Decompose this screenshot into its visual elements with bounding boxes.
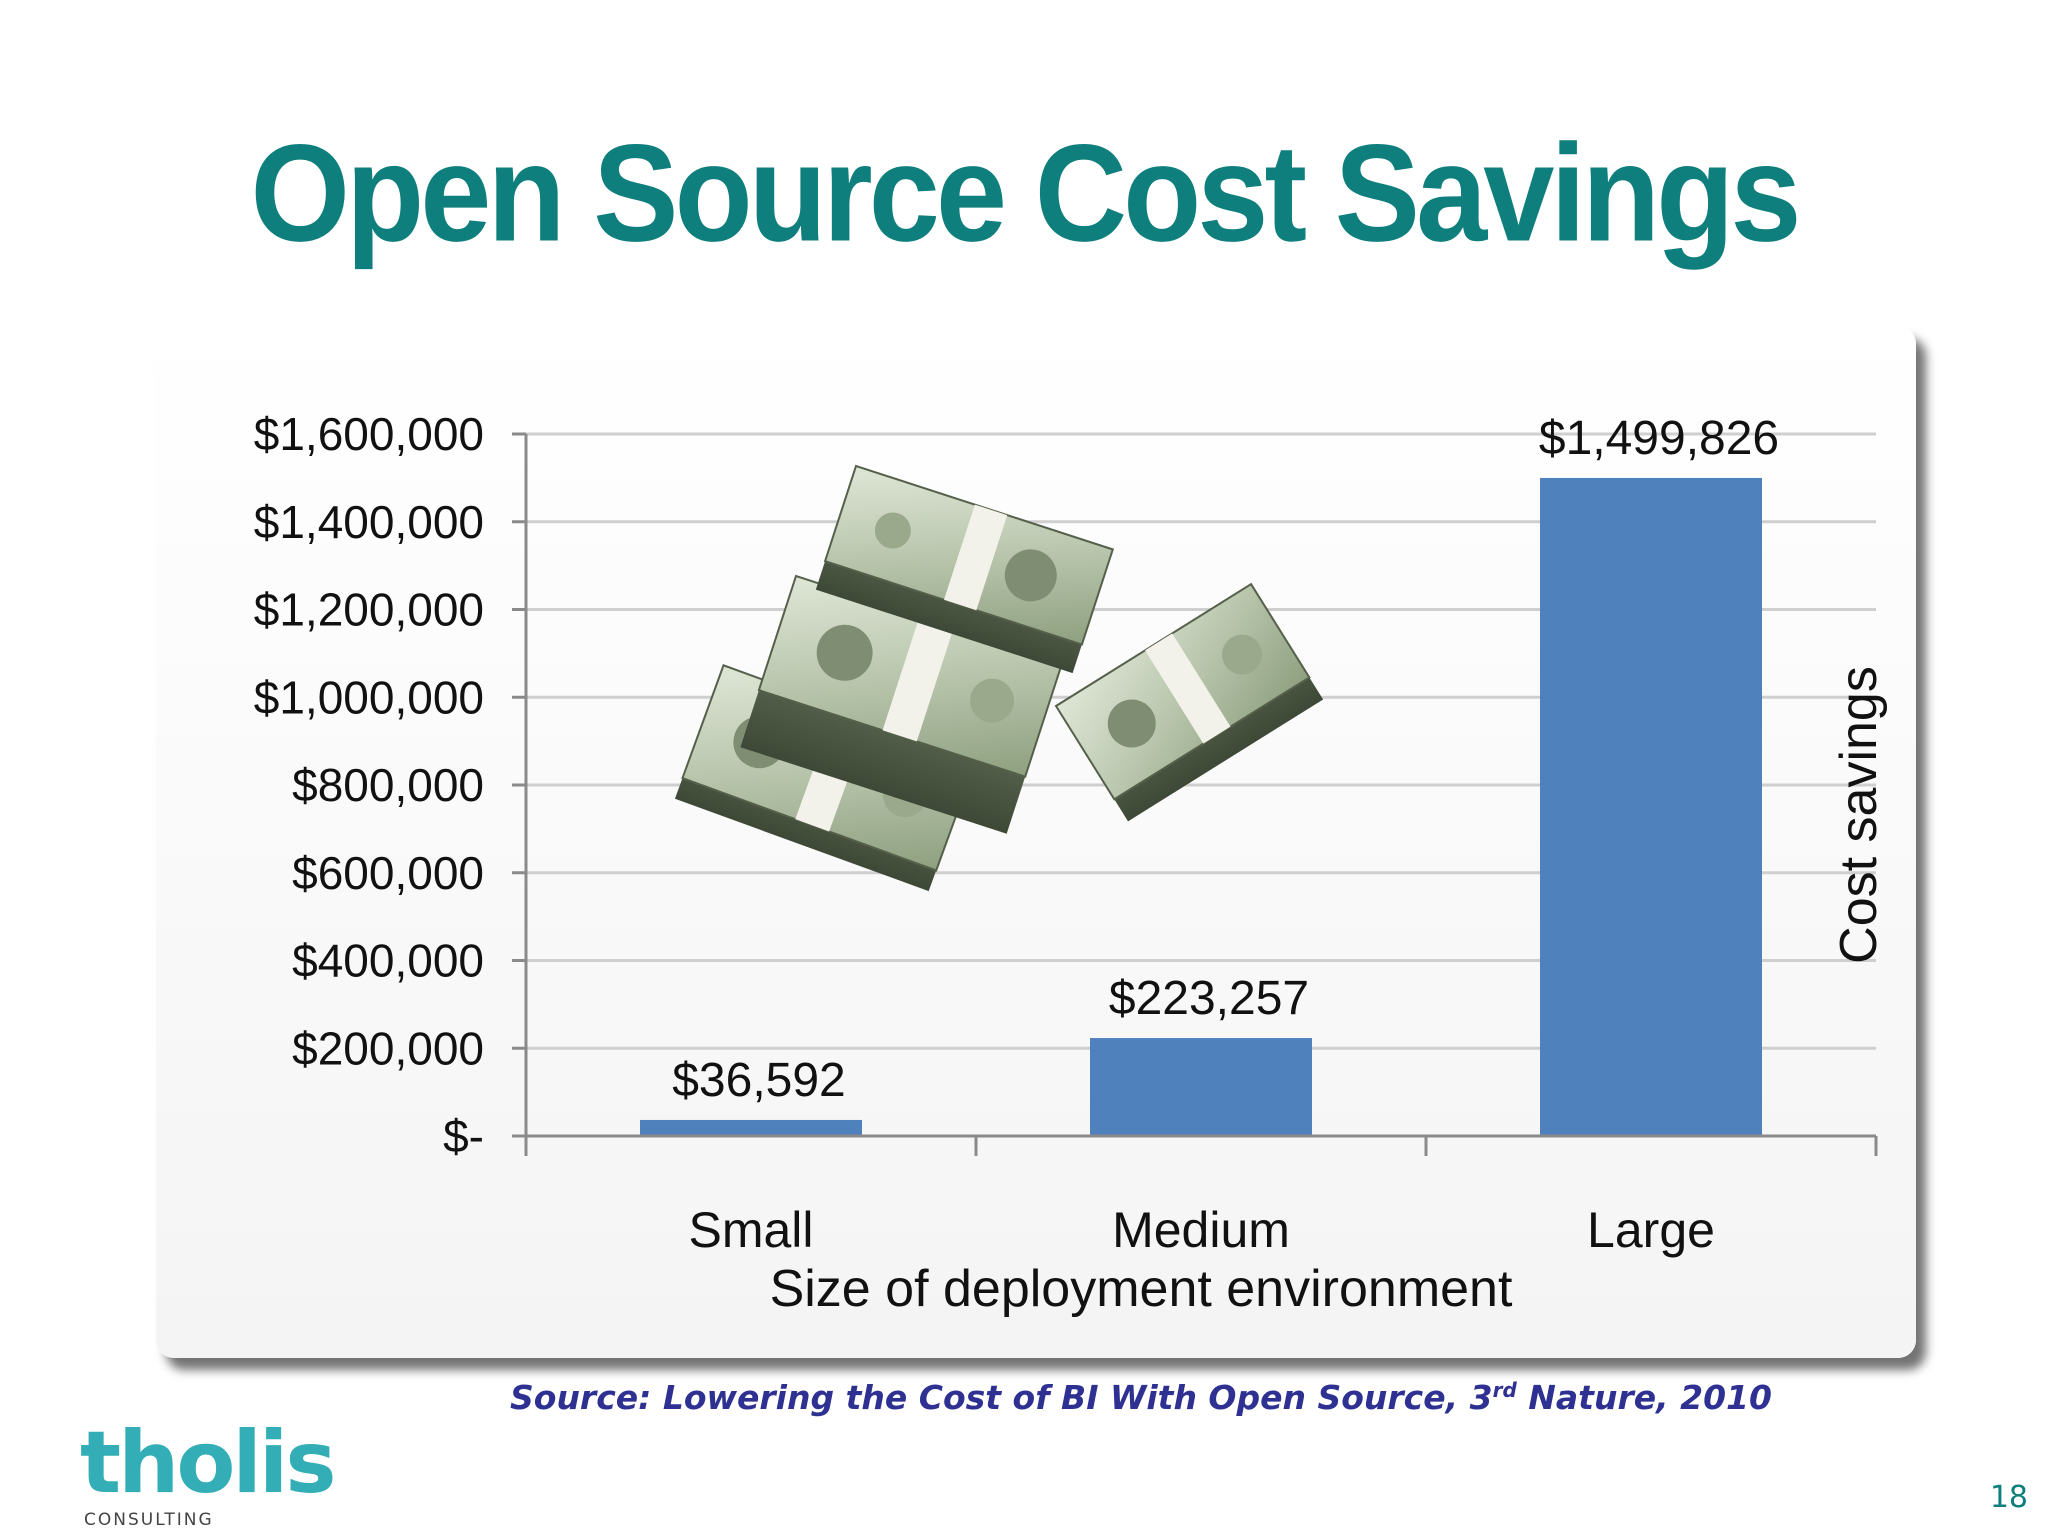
y-tick-label: $1,600,000 [254,408,484,460]
bar-large [1540,477,1762,1136]
y-tick-label: $200,000 [292,1022,484,1074]
logo-subtitle: CONSULTING [84,1510,214,1530]
y-tick-label: $400,000 [292,935,484,987]
source-text-suffix: Nature, 2010 [1516,1378,1772,1417]
axes [512,432,1878,1156]
y-tick-label: $- [443,1110,484,1162]
slide-title: Open Source Cost Savings [250,116,1801,271]
y-tick-label: $800,000 [292,759,484,811]
logo-wordmark: tholis [80,1413,337,1513]
source-text: Source: Lowering the Cost of BI With Ope… [510,1378,1493,1417]
source-superscript: rd [1492,1378,1517,1402]
y-tick-label: $1,400,000 [254,496,484,548]
source-citation: Source: Lowering the Cost of BI With Ope… [510,1378,1900,1417]
x-tick-label: Medium [1112,1202,1290,1258]
chart-panel: $- $200,000 $400,000 $600,000 $800,000 $1,000… [156,326,1916,1358]
y-tick-label: $1,200,000 [254,584,484,636]
page-number: 18 [1989,1480,2028,1515]
x-tick-label: Small [688,1202,813,1258]
bars [640,477,1762,1136]
x-axis-title: Size of deployment environment [770,1260,1513,1318]
data-label: $1,499,826 [1539,412,1779,465]
y-tick-label: $600,000 [292,847,484,899]
x-tick-label: Large [1587,1202,1715,1258]
tholis-logo: tholis CONSULTING [80,1413,337,1530]
labels: $- $200,000 $400,000 $600,000 $800,000 $1,000… [254,408,1888,1318]
bar-chart: $- $200,000 $400,000 $600,000 $800,000 $1,000… [254,408,1888,1318]
y-axis-title: Cost savings [1830,666,1888,964]
bar-small [640,1119,862,1136]
data-label: $36,592 [672,1054,846,1107]
y-tick-label: $1,000,000 [254,671,484,723]
data-label: $223,257 [1109,972,1309,1025]
bar-medium [1090,1038,1312,1136]
